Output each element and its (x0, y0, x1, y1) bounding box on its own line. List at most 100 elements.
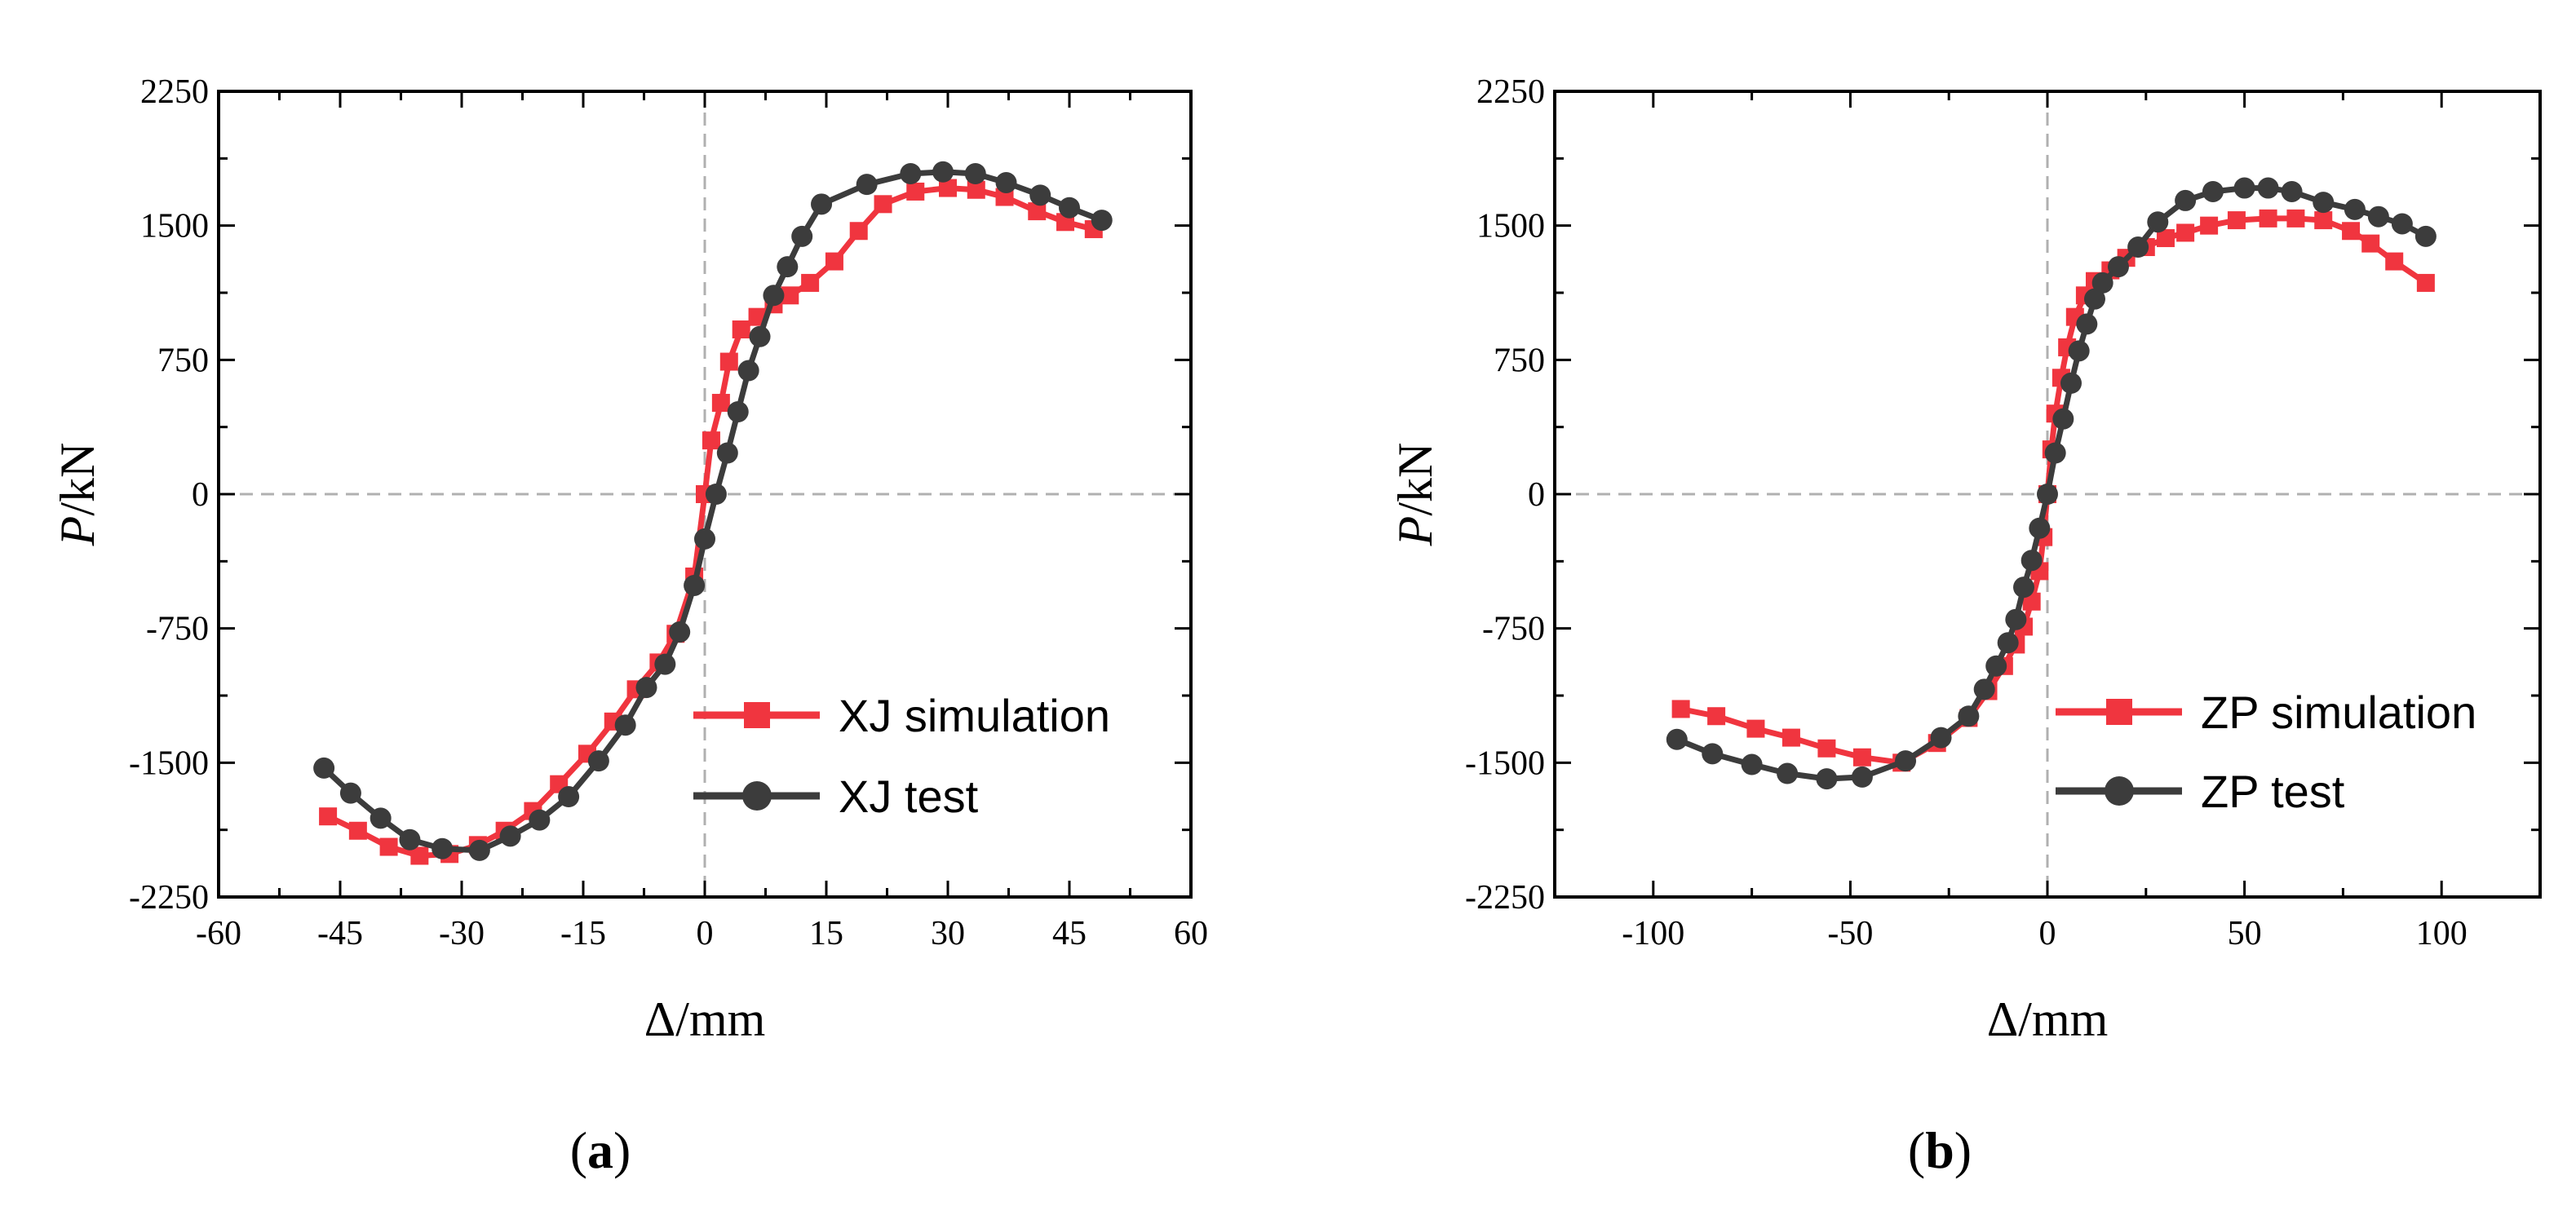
data-point-circle (2021, 550, 2043, 572)
data-point-circle (1777, 762, 1799, 784)
legend: ZP simulation ZP test (2056, 687, 2476, 817)
data-point-circle (2281, 180, 2303, 202)
data-point-square (825, 252, 843, 271)
data-point-circle (2414, 225, 2437, 247)
data-point-circle (716, 442, 738, 464)
data-point-circle (964, 162, 986, 184)
data-point-circle (1741, 753, 1763, 775)
data-point-circle (1029, 184, 1051, 206)
y-tick-label: 750 (157, 342, 209, 379)
data-point-square (2227, 211, 2246, 230)
series-line-test (321, 169, 1105, 854)
data-point-square (939, 179, 957, 197)
data-point-circle (2344, 198, 2366, 220)
series-line-simulation (325, 185, 1097, 859)
data-point-circle (1973, 678, 1995, 700)
data-point-circle (499, 825, 521, 847)
data-point-circle (2037, 484, 2058, 505)
x-tick-label: 15 (809, 915, 843, 952)
data-point-circle (2202, 180, 2224, 202)
y-tick-label: 2250 (1476, 73, 1545, 111)
data-point-square (2176, 223, 2195, 242)
data-point-square (874, 195, 892, 214)
data-point-square (410, 846, 429, 865)
data-point-square (1746, 719, 1765, 738)
data-point-square (702, 431, 720, 450)
data-point-circle (370, 807, 392, 829)
x-tick-label: 100 (2416, 915, 2468, 952)
data-point-square (1707, 707, 1726, 726)
legend: XJ simulation XJ test (693, 690, 1110, 822)
data-point-circle (1997, 632, 2019, 654)
y-tick-labels: -2250 -1500 -750 0 750 1500 2250 (1465, 73, 1545, 917)
x-tick-label: -100 (1622, 915, 1684, 952)
data-point-square (1671, 700, 1690, 718)
data-point-square (2200, 216, 2219, 235)
data-point-square (2314, 211, 2333, 230)
data-point-square (2156, 229, 2175, 248)
data-point-square (1028, 202, 1047, 221)
data-point-circle (2147, 211, 2169, 233)
data-point-square (2416, 273, 2435, 292)
x-tick-label: -30 (439, 915, 485, 952)
data-point-circle (1059, 197, 1080, 219)
data-point-square (2385, 252, 2404, 271)
legend-marker-circle (2105, 776, 2134, 806)
data-point-circle (856, 174, 878, 196)
panel-label-a: (a) (570, 1121, 631, 1179)
x-tick-label: -45 (317, 915, 363, 952)
data-point-circle (2013, 577, 2035, 599)
data-point-circle (2052, 408, 2074, 430)
legend-marker-square (2106, 699, 2132, 725)
data-point-square (849, 222, 868, 241)
panel-letter-b: b (1925, 1121, 1954, 1179)
data-point-circle (399, 828, 421, 850)
data-point-circle (2233, 177, 2255, 199)
data-point-circle (705, 484, 727, 505)
data-point-circle (900, 162, 922, 184)
x-tick-label: -15 (560, 915, 606, 952)
data-point-circle (2313, 192, 2335, 214)
data-point-square (319, 807, 338, 826)
data-point-square (732, 320, 750, 339)
data-point-square (1782, 728, 1800, 747)
x-axis-title: Δ/mm (1987, 992, 2109, 1046)
data-point-circle (1702, 743, 1724, 765)
panel-letter-a: a (587, 1121, 613, 1179)
data-point-square (801, 273, 820, 292)
data-point-circle (313, 757, 335, 779)
legend-label-simulation: XJ simulation (839, 690, 1110, 741)
data-point-square (2286, 209, 2305, 228)
data-point-square (348, 821, 367, 840)
data-point-circle (339, 782, 361, 804)
data-point-square (906, 182, 925, 201)
data-point-circle (669, 621, 691, 643)
data-point-circle (811, 193, 833, 215)
legend-label-test: ZP test (2201, 766, 2345, 817)
data-point-square (2342, 222, 2361, 241)
y-axis-title-unit: /kN (51, 443, 104, 516)
data-point-circle (2367, 205, 2389, 228)
y-tick-label: -1500 (129, 744, 209, 782)
y-tick-label: 750 (1494, 342, 1545, 379)
y-tick-label: -750 (146, 611, 209, 648)
series-layer (313, 161, 1113, 865)
chart-panel-b: -100 -50 0 50 100 -2250 -1500 -750 0 750 1500 2250… (1388, 73, 2542, 1179)
data-point-square (2259, 209, 2277, 228)
y-axis-title-var: P (51, 516, 104, 547)
data-point-circle (432, 837, 454, 859)
data-point-circle (468, 839, 490, 861)
data-point-circle (2060, 372, 2082, 394)
panel-label-b: (b) (1908, 1121, 1972, 1179)
data-point-circle (2076, 313, 2098, 335)
data-point-circle (2257, 177, 2279, 199)
legend-marker-square (744, 702, 770, 728)
data-point-circle (1895, 750, 1917, 772)
data-point-circle (1666, 728, 1688, 750)
data-point-circle (558, 786, 580, 808)
y-tick-label: 2250 (140, 73, 209, 111)
y-tick-label: 0 (192, 476, 209, 514)
data-point-circle (737, 360, 759, 382)
data-point-square (2361, 234, 2380, 253)
